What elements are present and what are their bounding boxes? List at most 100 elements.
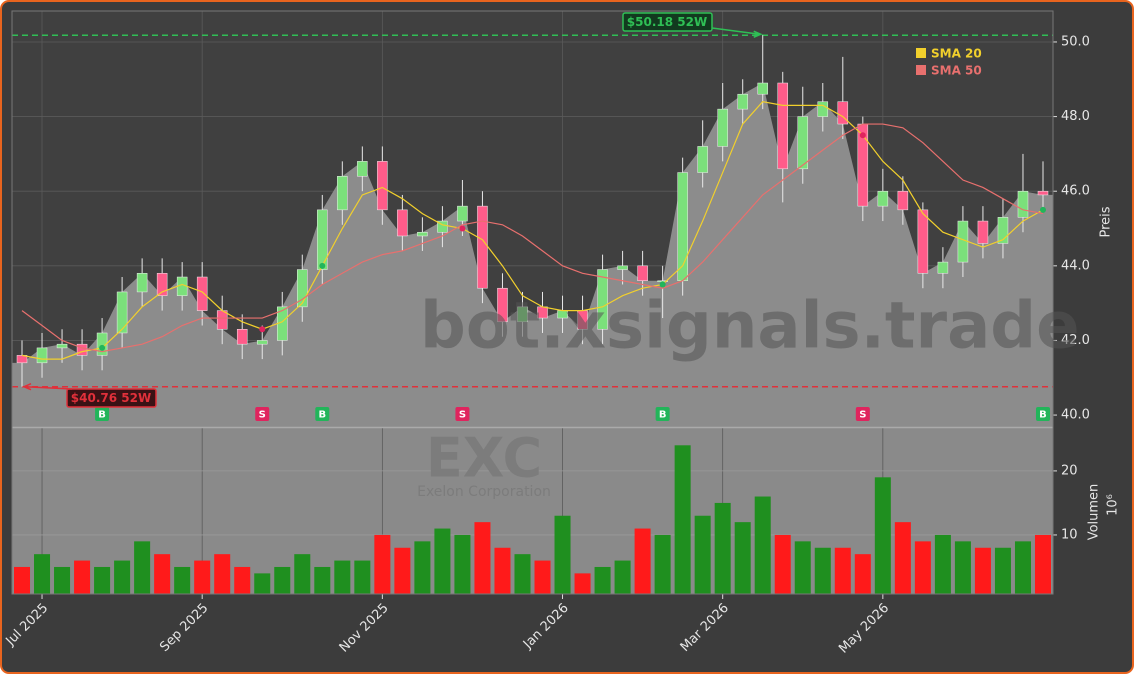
y-tick-label: 50.0	[1061, 34, 1090, 49]
signal-box	[1035, 407, 1050, 421]
volume-bar	[1014, 541, 1031, 594]
candle-body	[777, 82, 788, 170]
volume-bar	[814, 547, 831, 594]
volume-bar	[494, 547, 511, 594]
candle-body	[997, 217, 1009, 244]
candle-body	[797, 116, 809, 170]
volume-bar	[354, 560, 371, 594]
legend-swatch	[916, 48, 926, 58]
legend-label: SMA 20	[931, 47, 982, 61]
volume-bar	[654, 534, 671, 594]
volume-bar	[234, 566, 251, 594]
volume-bar	[214, 554, 231, 594]
legend-swatch	[916, 65, 926, 75]
candle-body	[917, 209, 929, 274]
volume-bar	[74, 560, 91, 594]
volume-bar	[954, 541, 971, 594]
candle-body	[517, 306, 528, 323]
candle-body	[36, 347, 48, 364]
volume-bar	[614, 560, 631, 594]
volume-bar	[794, 541, 811, 594]
annotation-box	[622, 12, 713, 32]
volume-bar	[54, 566, 71, 594]
volume-bar	[914, 541, 931, 594]
volume-bar	[774, 534, 791, 594]
legend-label: SMA 50	[931, 64, 982, 78]
volume-bar	[254, 573, 271, 594]
y-tick-label: 46.0	[1061, 184, 1090, 199]
volume-bar	[174, 566, 191, 594]
volume-bar	[474, 522, 491, 594]
candle-body	[116, 291, 128, 334]
candle-body	[897, 190, 909, 211]
candle-body	[757, 82, 768, 95]
candle-body	[977, 220, 989, 244]
volume-bar	[574, 573, 591, 594]
volume-bar	[974, 547, 991, 594]
sma-line	[21, 123, 1044, 353]
y-tick-label: 44.0	[1061, 258, 1090, 273]
signal-label: B	[318, 410, 326, 421]
volume-bar	[194, 560, 211, 594]
y-tick-label: 20	[1061, 463, 1078, 478]
candle-body	[196, 276, 208, 311]
volume-bar	[734, 522, 751, 594]
annotation: $50.18 52W	[627, 15, 707, 29]
candle-body	[877, 190, 889, 207]
annotation-arrow	[711, 27, 763, 38]
volume-bar	[114, 560, 131, 594]
volume-bar	[874, 477, 891, 594]
candle-body	[96, 332, 108, 356]
candle-body	[256, 340, 268, 345]
candle-body	[236, 328, 248, 345]
candle-body	[317, 209, 328, 270]
candle-body	[156, 273, 168, 296]
volume-symbol: EXC	[426, 427, 542, 490]
candle-body	[216, 310, 228, 330]
annotation-box	[66, 388, 157, 408]
candle-body	[477, 205, 488, 289]
volume-bar	[674, 445, 691, 594]
sma-line	[21, 101, 1044, 360]
volume-axis-label: Volumen	[1087, 484, 1102, 541]
volume-bar	[134, 541, 151, 594]
annotation-arrow	[22, 383, 73, 391]
candle-body	[437, 220, 448, 233]
volume-bar	[1034, 534, 1051, 594]
volume-bar	[94, 566, 111, 594]
candle-body	[337, 176, 348, 211]
signal-label: B	[659, 410, 667, 421]
signal-box	[655, 407, 670, 421]
candle-body	[1017, 190, 1029, 218]
volume-bar	[754, 496, 771, 594]
volume-bar	[454, 534, 471, 594]
signal-dot	[459, 225, 466, 232]
candle-body	[497, 287, 508, 323]
candle-body	[697, 146, 708, 173]
candle-body	[637, 265, 648, 281]
signal-box	[855, 407, 870, 421]
volume-bar	[374, 534, 391, 594]
volume-unit: 10⁶	[1106, 494, 1121, 516]
volume-bar	[714, 502, 731, 594]
close-area	[12, 83, 1053, 427]
signal-dot	[259, 326, 266, 333]
watermark: bot.xsignals.trade	[420, 290, 1079, 364]
signal-box	[255, 407, 270, 421]
volume-bar	[894, 522, 911, 594]
volume-bar	[694, 515, 711, 594]
volume-bar	[634, 528, 651, 594]
y-tick-label: 48.0	[1061, 109, 1090, 124]
volume-bar	[14, 566, 31, 594]
volume-bar	[834, 547, 851, 594]
candle-body	[56, 343, 68, 349]
volume-bar	[854, 554, 871, 594]
candle-body	[937, 261, 949, 274]
volume-bar	[534, 560, 551, 594]
candle-body	[817, 101, 829, 117]
signal-box	[95, 407, 110, 421]
candle-body	[717, 108, 728, 147]
signal-dot	[859, 132, 866, 139]
